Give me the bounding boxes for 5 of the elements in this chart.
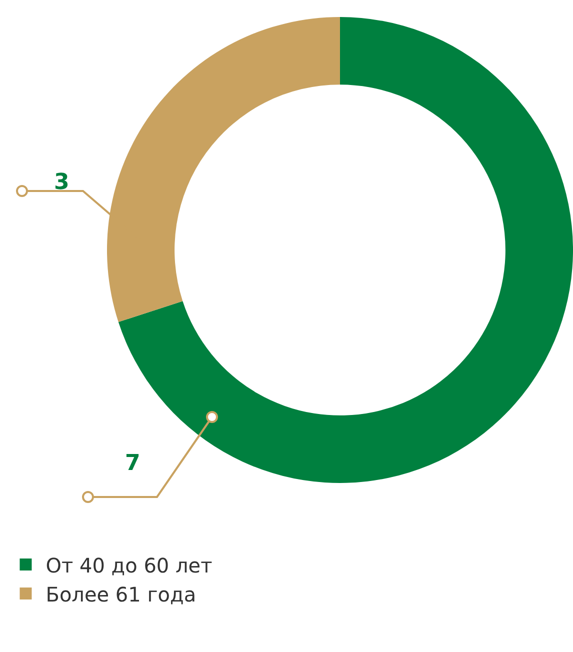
- legend-label: От 40 до 60 лет: [46, 553, 213, 578]
- donut-slice: [118, 17, 573, 483]
- data-label: 7: [125, 451, 140, 476]
- legend-label: Более 61 года: [46, 582, 196, 606]
- data-label: 3: [54, 170, 70, 195]
